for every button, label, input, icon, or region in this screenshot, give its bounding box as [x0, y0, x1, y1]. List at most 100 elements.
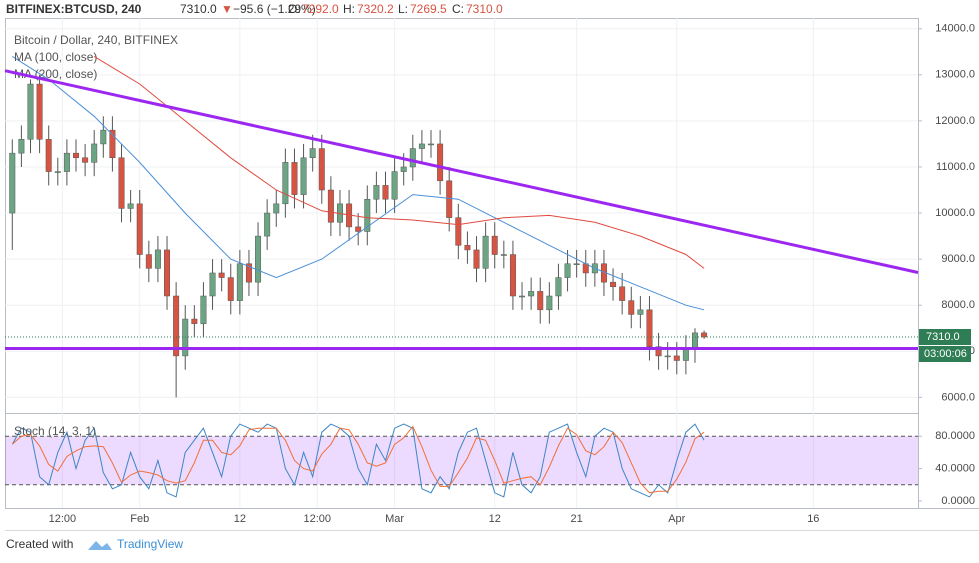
candle-body: [318, 148, 325, 191]
y-tick-label: 80.0000: [935, 430, 975, 442]
candle-body: [118, 157, 125, 209]
created-with: Created with: [6, 537, 73, 551]
stoch-line: [11, 423, 705, 498]
candle-body: [291, 162, 298, 195]
l-label: L:: [398, 2, 408, 16]
candle-body: [464, 245, 471, 251]
candle-body: [546, 295, 553, 311]
change: −95.6 (−1.29%): [233, 2, 316, 16]
l-value: 7269.5: [410, 2, 447, 16]
y-tick-label: 8000.0: [941, 299, 975, 311]
candle-body: [227, 277, 234, 301]
candle-body: [45, 139, 52, 172]
candle-body: [209, 272, 216, 297]
candle-body: [282, 162, 289, 205]
brand[interactable]: TradingView: [117, 537, 183, 551]
candle-body: [82, 157, 89, 163]
candle-body: [73, 152, 79, 159]
c-value: 7310.0: [466, 2, 503, 16]
last-price-label: 7310.0: [926, 331, 960, 343]
candle-body: [400, 166, 407, 172]
candle-body: [154, 249, 161, 269]
y-tick-label: 10000.0: [935, 207, 975, 219]
trendline: [4, 69, 919, 274]
x-tick-label: 12:00: [49, 513, 77, 525]
o-label: O:: [288, 2, 301, 16]
candle-body: [610, 281, 617, 288]
candle-body: [437, 143, 444, 182]
candle-body: [528, 291, 535, 297]
candle-body: [264, 212, 271, 237]
x-tick-label: 12: [489, 513, 501, 525]
candle-body: [173, 295, 180, 357]
h-label: H:: [343, 2, 355, 16]
candle-body: [300, 157, 307, 195]
candle-body: [273, 203, 280, 214]
candle-body: [628, 300, 635, 315]
plot: 6000.07000.08000.09000.010000.011000.012…: [4, 18, 975, 525]
y-tick-label: 13000.0: [935, 69, 975, 81]
candle-body: [564, 263, 571, 278]
x-tick-label: Apr: [668, 513, 685, 525]
candle-body: [100, 129, 107, 145]
x-tick-label: 21: [571, 513, 583, 525]
candle-body: [54, 171, 61, 173]
x-tick-label: Mar: [385, 513, 404, 525]
y-tick-label: 12000.0: [935, 115, 975, 127]
candle-body: [500, 254, 507, 256]
candle-body: [391, 171, 398, 200]
y-tick-label: 11000.0: [936, 161, 975, 173]
candle-body: [9, 152, 16, 214]
candle-body: [164, 249, 171, 297]
candle-body: [91, 143, 98, 163]
candle-body: [36, 83, 43, 140]
candle-body: [455, 217, 462, 246]
candle-body: [664, 355, 671, 358]
candle-body: [637, 309, 644, 315]
last: 7310.0: [180, 2, 217, 16]
x-tick-label: 16: [807, 513, 819, 525]
candle-body: [619, 286, 626, 301]
logo: [88, 541, 112, 550]
y-tick-label: 14000.0: [935, 23, 975, 35]
candle-body: [18, 139, 25, 154]
candle-body: [509, 254, 516, 297]
candle-body: [200, 295, 207, 324]
candle-body: [573, 263, 580, 265]
candle-body: [364, 198, 371, 232]
x-tick-label: Feb: [130, 513, 149, 525]
candle-body: [409, 148, 416, 168]
legend-entry: MA (100, close): [14, 50, 97, 64]
c-label: C:: [452, 2, 464, 16]
candle-body: [63, 152, 70, 172]
candle-body: [673, 355, 680, 361]
symbol: BITFINEX:BTCUSD, 240: [6, 2, 142, 16]
chart-title: Stoch (14, 3, 1): [14, 424, 96, 438]
candle-body: [519, 295, 526, 298]
candle-body: [245, 263, 252, 283]
band: [5, 436, 918, 485]
candle-body: [255, 235, 262, 283]
candle-body: [428, 143, 434, 146]
candle-body: [236, 263, 243, 301]
x-tick-label: 12: [234, 513, 246, 525]
candle-body: [701, 332, 708, 338]
candle-body: [555, 277, 562, 297]
countdown-box: [919, 346, 971, 363]
chart-title: Bitcoin / Dollar, 240, BITFINEX: [14, 33, 178, 47]
candle-body: [646, 309, 653, 347]
last-price-box: [919, 329, 971, 346]
candle-body: [418, 143, 425, 149]
o-value: 7292.0: [302, 2, 339, 16]
candle-body: [136, 203, 143, 255]
candle-body: [27, 83, 34, 140]
y-tick-label: 40.0000: [935, 462, 975, 474]
candle-body: [218, 272, 225, 278]
candle-body: [682, 348, 689, 361]
candle-body: [109, 129, 116, 159]
candle-body: [655, 346, 662, 357]
candle-body: [491, 235, 498, 255]
countdown: 03:00:06: [924, 348, 967, 360]
